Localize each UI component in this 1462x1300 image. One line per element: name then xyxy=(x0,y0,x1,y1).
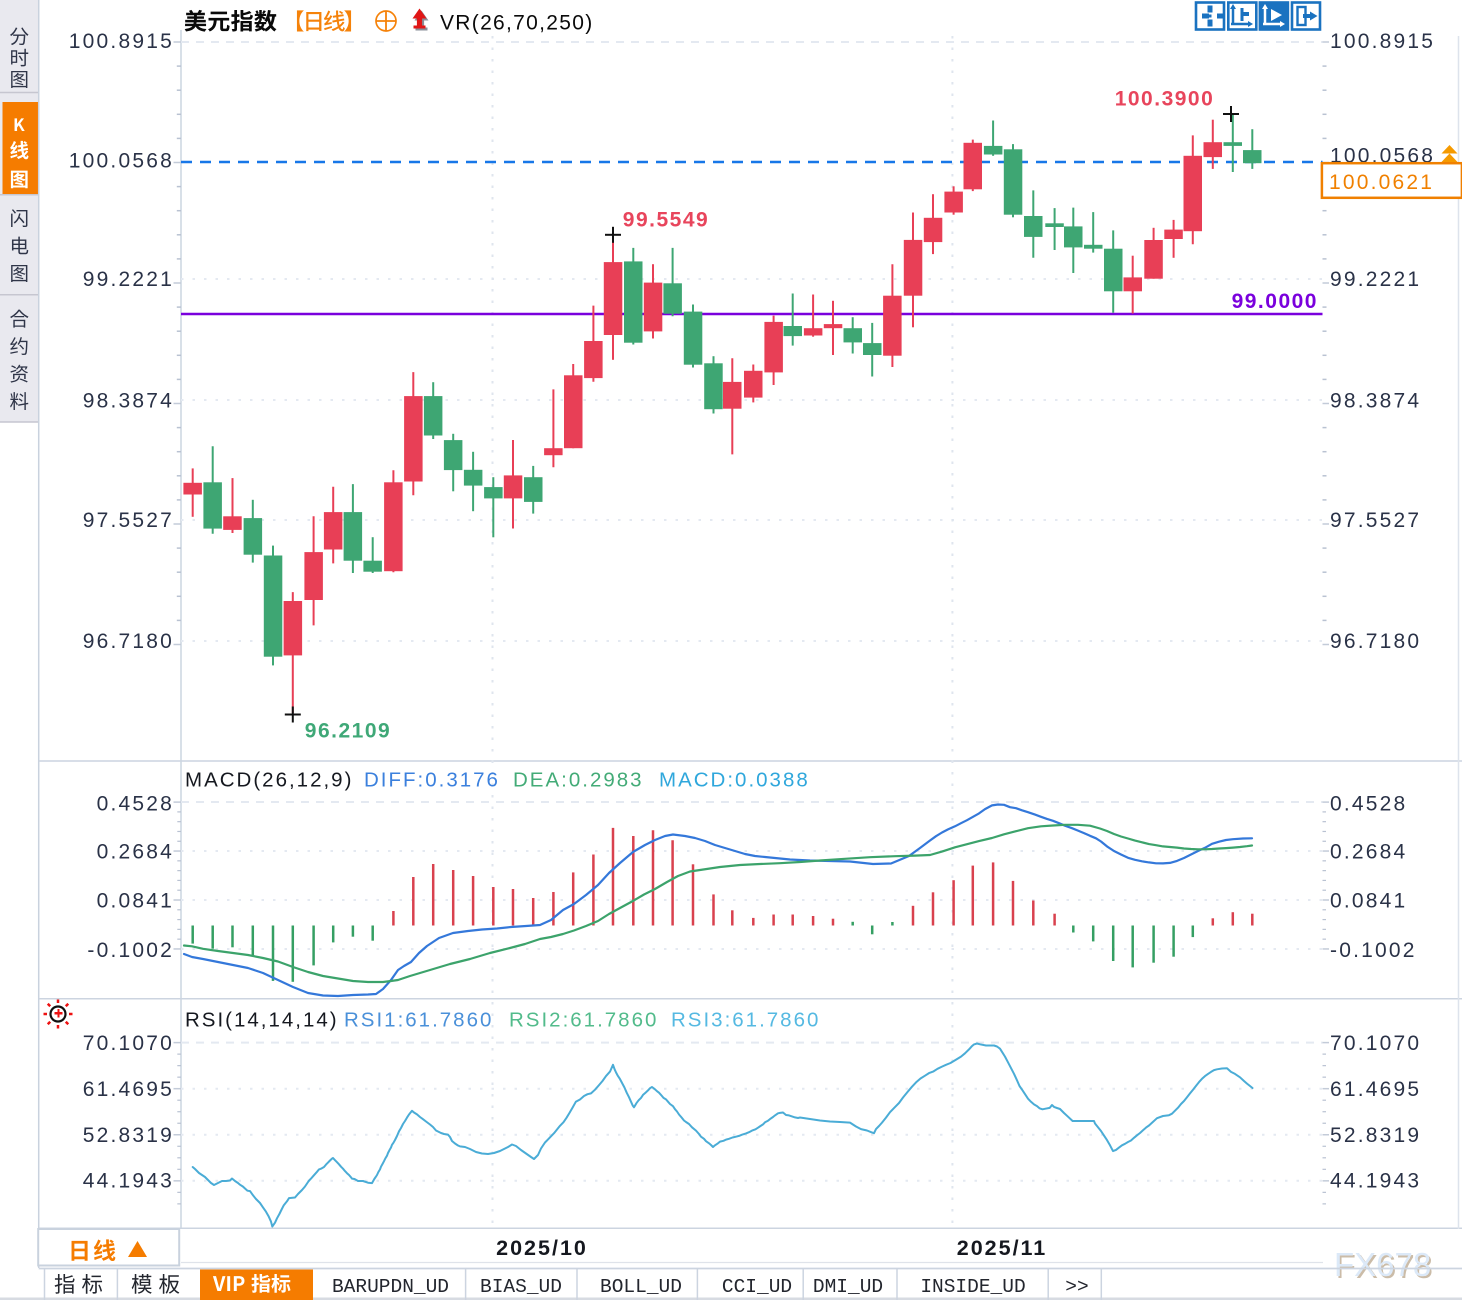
svg-text:70.1070: 70.1070 xyxy=(83,1032,174,1055)
svg-text:96.2109: 96.2109 xyxy=(305,720,391,743)
svg-text:RSI2:61.7860: RSI2:61.7860 xyxy=(509,1009,658,1032)
svg-text:RSI3:61.7860: RSI3:61.7860 xyxy=(671,1009,820,1032)
svg-text:98.3874: 98.3874 xyxy=(83,390,174,413)
svg-text:0.2684: 0.2684 xyxy=(97,841,174,864)
svg-text:100.0621: 100.0621 xyxy=(1329,171,1434,194)
svg-text:2025/11: 2025/11 xyxy=(957,1236,1048,1260)
svg-text:DMI_UD: DMI_UD xyxy=(813,1276,883,1298)
svg-text:100.0568: 100.0568 xyxy=(69,150,174,173)
svg-text:INSIDE_UD: INSIDE_UD xyxy=(920,1276,1025,1298)
svg-text:100.0568: 100.0568 xyxy=(1330,145,1435,168)
svg-text:97.5527: 97.5527 xyxy=(1330,509,1421,532)
svg-text:61.4695: 61.4695 xyxy=(83,1078,174,1101)
svg-text:52.8319: 52.8319 xyxy=(1330,1124,1421,1147)
svg-text:99.2221: 99.2221 xyxy=(1330,268,1421,291)
svg-text:61.4695: 61.4695 xyxy=(1330,1078,1421,1101)
svg-text:0.0841: 0.0841 xyxy=(97,890,174,913)
svg-text:52.8319: 52.8319 xyxy=(83,1124,174,1147)
svg-text:CCI_UD: CCI_UD xyxy=(722,1276,792,1298)
svg-text:MACD(26,12,9): MACD(26,12,9) xyxy=(185,769,353,792)
svg-text:BOLL_UD: BOLL_UD xyxy=(600,1276,682,1298)
svg-text:100.8915: 100.8915 xyxy=(69,30,174,53)
svg-text:VR(26,70,250): VR(26,70,250) xyxy=(440,12,593,35)
svg-text:70.1070: 70.1070 xyxy=(1330,1032,1421,1055)
svg-text:99.5549: 99.5549 xyxy=(623,209,709,232)
svg-text:44.1943: 44.1943 xyxy=(83,1170,174,1193)
svg-text:MACD:0.0388: MACD:0.0388 xyxy=(659,769,810,792)
svg-text:-0.1002: -0.1002 xyxy=(1330,939,1417,962)
svg-text:100.8915: 100.8915 xyxy=(1330,30,1435,53)
svg-text:0.0841: 0.0841 xyxy=(1330,890,1407,913)
svg-text:DEA:0.2983: DEA:0.2983 xyxy=(513,769,644,792)
svg-text:BARUPDN_UD: BARUPDN_UD xyxy=(332,1276,449,1298)
svg-text:96.7180: 96.7180 xyxy=(83,630,174,653)
svg-text:DIFF:0.3176: DIFF:0.3176 xyxy=(364,769,500,792)
svg-text:RSI1:61.7860: RSI1:61.7860 xyxy=(344,1009,493,1032)
svg-text:-0.1002: -0.1002 xyxy=(87,939,174,962)
svg-text:2025/10: 2025/10 xyxy=(496,1236,588,1260)
svg-text:FX678: FX678 xyxy=(1336,1248,1433,1285)
svg-text:97.5527: 97.5527 xyxy=(83,509,174,532)
svg-text:44.1943: 44.1943 xyxy=(1330,1170,1421,1193)
svg-text:98.3874: 98.3874 xyxy=(1330,390,1421,413)
svg-text:BIAS_UD: BIAS_UD xyxy=(480,1276,562,1298)
svg-text:99.0000: 99.0000 xyxy=(1232,290,1318,313)
svg-text:RSI(14,14,14): RSI(14,14,14) xyxy=(185,1009,339,1032)
svg-text:FX678: FX678 xyxy=(1334,1246,1431,1283)
svg-text:99.2221: 99.2221 xyxy=(83,268,174,291)
svg-text:0.4528: 0.4528 xyxy=(1330,793,1407,816)
svg-text:>>: >> xyxy=(1065,1276,1088,1298)
svg-text:0.2684: 0.2684 xyxy=(1330,841,1407,864)
svg-text:100.3900: 100.3900 xyxy=(1115,87,1215,110)
svg-text:96.7180: 96.7180 xyxy=(1330,630,1421,653)
svg-text:0.4528: 0.4528 xyxy=(97,793,174,816)
